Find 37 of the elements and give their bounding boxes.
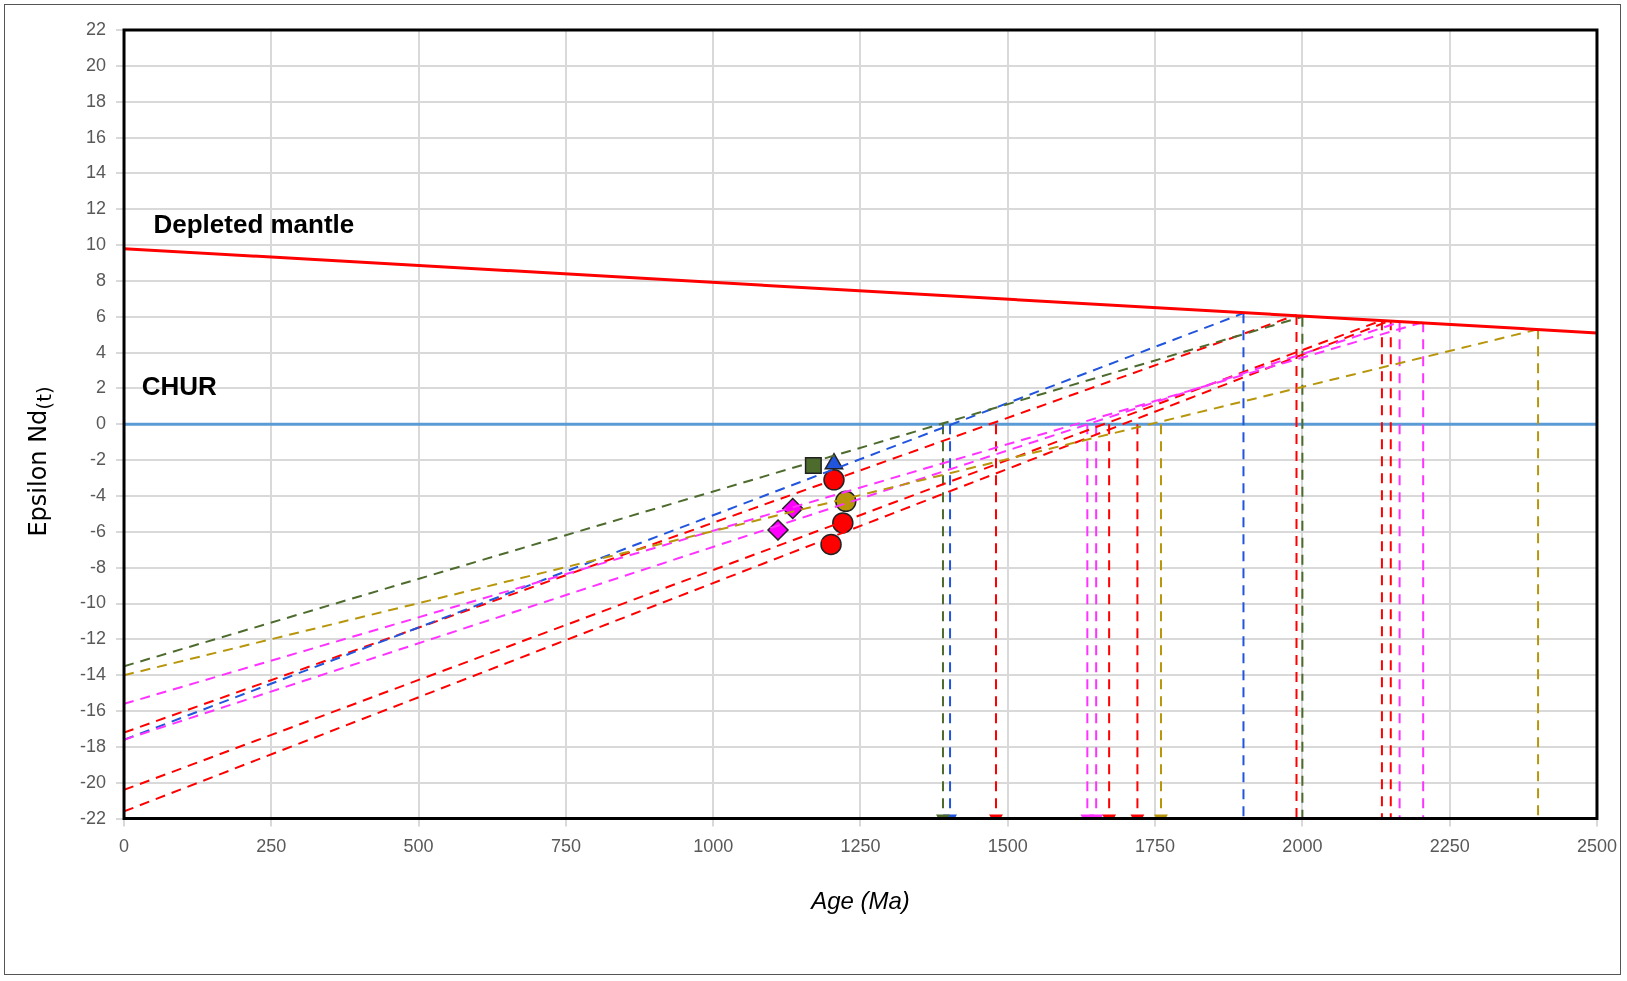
annotation: Depleted mantle xyxy=(153,209,355,240)
x-tick-label: 250 xyxy=(256,836,287,857)
y-tick-label: 16 xyxy=(85,126,107,147)
y-tick-label: 12 xyxy=(85,198,107,219)
x-tick-label: 0 xyxy=(119,836,130,857)
x-tick-label: 1500 xyxy=(987,836,1028,857)
y-tick-label: -8 xyxy=(90,556,107,577)
y-tick-label: 6 xyxy=(96,305,107,326)
x-tick-label: 2500 xyxy=(1576,836,1617,857)
y-tick-label: 0 xyxy=(96,413,107,434)
x-tick-label: 2000 xyxy=(1282,836,1323,857)
x-tick-label: 1250 xyxy=(840,836,881,857)
y-tick-label: -4 xyxy=(90,484,107,505)
y-tick-label: -20 xyxy=(80,771,107,792)
y-tick-label: -6 xyxy=(90,520,107,541)
y-tick-label: -14 xyxy=(80,664,107,685)
x-tick-label: 2250 xyxy=(1429,836,1470,857)
annotation: CHUR xyxy=(141,370,218,401)
y-tick-label: -18 xyxy=(80,735,107,756)
y-tick-label: -16 xyxy=(80,700,107,721)
y-tick-label: -2 xyxy=(90,449,107,470)
x-tick-label: 1750 xyxy=(1135,836,1176,857)
x-tick-label: 1000 xyxy=(693,836,734,857)
y-tick-label: 10 xyxy=(85,234,107,255)
x-tick-label: 500 xyxy=(403,836,434,857)
y-tick-label: -10 xyxy=(80,592,107,613)
y-tick-label: 14 xyxy=(85,162,107,183)
y-tick-label: 22 xyxy=(85,18,107,39)
y-tick-label: 2 xyxy=(96,377,107,398)
y-tick-label: 18 xyxy=(85,90,107,111)
x-axis-title: Age (Ma) xyxy=(809,887,910,915)
y-tick-label: -22 xyxy=(80,807,107,828)
y-tick-label: 4 xyxy=(96,341,107,362)
y-tick-label: 20 xyxy=(85,54,107,75)
x-tick-label: 750 xyxy=(550,836,581,857)
y-tick-label: -12 xyxy=(80,628,107,649)
y-tick-label: 8 xyxy=(96,269,107,290)
